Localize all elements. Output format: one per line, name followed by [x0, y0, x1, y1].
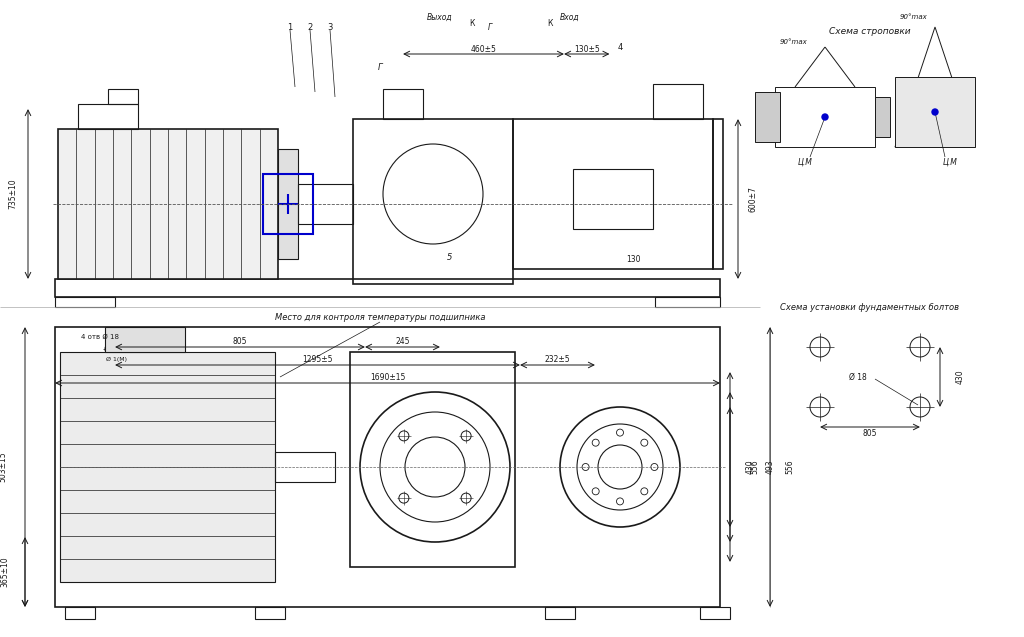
Text: Место для контроля температуры подшипника: Место для контроля температуры подшипник…: [274, 313, 485, 322]
Bar: [78, 104, 138, 129]
Text: 4 отв Ø 18: 4 отв Ø 18: [81, 334, 119, 340]
Circle shape: [461, 431, 471, 441]
Bar: [255, 607, 285, 619]
Circle shape: [592, 488, 599, 495]
Text: 600±7: 600±7: [749, 186, 758, 212]
Text: 232±5: 232±5: [545, 355, 570, 364]
Bar: [353, 119, 513, 284]
Bar: [350, 352, 515, 567]
Text: 430: 430: [745, 460, 755, 475]
Bar: [775, 87, 874, 147]
Bar: [653, 84, 703, 119]
Circle shape: [651, 464, 657, 471]
Bar: [874, 97, 890, 137]
Text: 556: 556: [751, 460, 760, 475]
Bar: [55, 297, 115, 307]
Bar: [108, 89, 138, 104]
Text: 130: 130: [626, 255, 640, 264]
Circle shape: [399, 493, 409, 503]
Circle shape: [910, 87, 961, 137]
Circle shape: [616, 429, 624, 436]
Bar: [65, 607, 95, 619]
Text: Ц.М: Ц.М: [798, 157, 812, 166]
Text: 735±10: 735±10: [8, 179, 17, 210]
Bar: [713, 119, 723, 269]
Text: 90°max: 90°max: [900, 14, 928, 20]
Bar: [545, 607, 575, 619]
Circle shape: [399, 431, 409, 441]
Bar: [573, 169, 653, 229]
Bar: [263, 174, 313, 234]
Bar: [55, 279, 720, 297]
Text: 3: 3: [328, 22, 333, 31]
Text: Г: Г: [378, 62, 382, 71]
Text: 460±5: 460±5: [471, 45, 497, 54]
Bar: [58, 129, 278, 279]
Text: К: К: [547, 20, 553, 29]
Text: К: К: [469, 20, 475, 29]
Text: 1295±5: 1295±5: [302, 355, 333, 364]
Text: 805: 805: [863, 429, 878, 438]
Circle shape: [616, 498, 624, 505]
Circle shape: [822, 114, 828, 120]
Text: Ø 1(М): Ø 1(М): [106, 357, 128, 362]
Bar: [298, 184, 353, 224]
Bar: [655, 297, 720, 307]
Text: 5: 5: [447, 252, 453, 262]
Text: Г: Г: [487, 22, 493, 31]
Bar: [278, 149, 298, 259]
Text: 503±15: 503±15: [0, 452, 7, 482]
Text: 4: 4: [617, 43, 623, 52]
Circle shape: [932, 109, 938, 115]
Text: 245: 245: [395, 338, 410, 347]
Circle shape: [592, 439, 599, 446]
Text: 1690±15: 1690±15: [370, 373, 406, 382]
Bar: [700, 607, 730, 619]
Bar: [105, 327, 185, 352]
Bar: [383, 89, 423, 119]
Bar: [895, 77, 975, 147]
Text: 1: 1: [288, 22, 293, 31]
Text: Выход: Выход: [427, 13, 453, 22]
Text: 90°max: 90°max: [780, 39, 808, 45]
Text: Схема строповки: Схема строповки: [829, 27, 910, 36]
Text: 2: 2: [307, 22, 312, 31]
Bar: [755, 92, 780, 142]
Circle shape: [641, 439, 648, 446]
Text: Ø 18: Ø 18: [849, 373, 867, 382]
Bar: [513, 119, 713, 269]
Circle shape: [582, 464, 589, 471]
Circle shape: [641, 488, 648, 495]
Bar: [55, 327, 720, 607]
Text: Схема установки фундаментных болтов: Схема установки фундаментных болтов: [780, 303, 959, 311]
Text: 365±10: 365±10: [0, 557, 9, 587]
Text: Ц.М: Ц.М: [942, 157, 957, 166]
Circle shape: [461, 493, 471, 503]
Text: 556: 556: [785, 460, 795, 475]
Text: 130±5: 130±5: [573, 45, 600, 54]
Text: Вход: Вход: [560, 13, 580, 22]
Bar: [275, 452, 335, 482]
Text: 493: 493: [766, 460, 774, 475]
Bar: [60, 352, 275, 582]
Text: 805: 805: [232, 338, 247, 347]
Text: 430: 430: [955, 369, 965, 384]
